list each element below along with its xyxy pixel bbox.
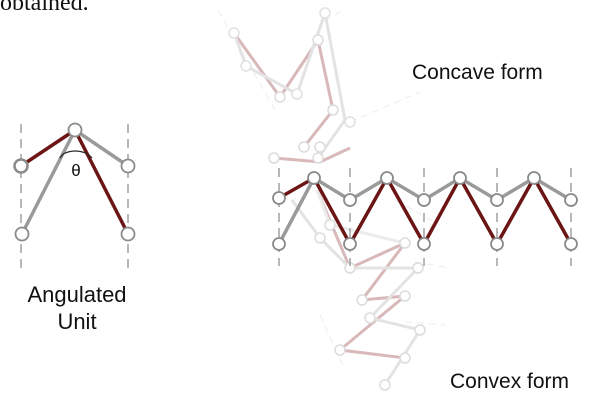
node <box>13 158 29 174</box>
node <box>343 193 357 207</box>
dark-bar <box>73 129 130 235</box>
node <box>14 226 30 242</box>
node <box>272 191 286 205</box>
planar-chain <box>272 168 578 266</box>
angulated-unit-caption-line1: Angulated <box>27 282 127 307</box>
node <box>272 237 286 251</box>
node <box>453 171 467 185</box>
angulated-unit-caption-line2: Unit <box>57 309 97 334</box>
angulated-unit-caption: Angulated Unit <box>22 281 132 335</box>
node <box>490 237 504 251</box>
dark-bar <box>20 128 76 168</box>
grey-bar <box>74 128 129 168</box>
node <box>417 237 431 251</box>
node <box>527 171 541 185</box>
node <box>120 226 136 242</box>
node <box>67 122 83 138</box>
angle-theta-label: θ <box>71 161 80 180</box>
node <box>120 158 136 174</box>
node <box>307 171 321 185</box>
node <box>564 237 578 251</box>
angulated-unit-diagram: θ <box>13 122 136 270</box>
caption-fragment: obtained. <box>0 0 89 16</box>
convex-form-label: Convex form <box>450 370 570 393</box>
convex-form-ghost <box>290 189 451 391</box>
concave-form-ghost <box>217 7 421 164</box>
angle-arc <box>62 150 89 155</box>
node <box>343 237 357 251</box>
concave-form-label: Concave form <box>412 61 543 84</box>
node <box>380 171 394 185</box>
node <box>490 193 504 207</box>
grey-bar <box>20 129 77 235</box>
node <box>417 193 431 207</box>
node <box>564 193 578 207</box>
